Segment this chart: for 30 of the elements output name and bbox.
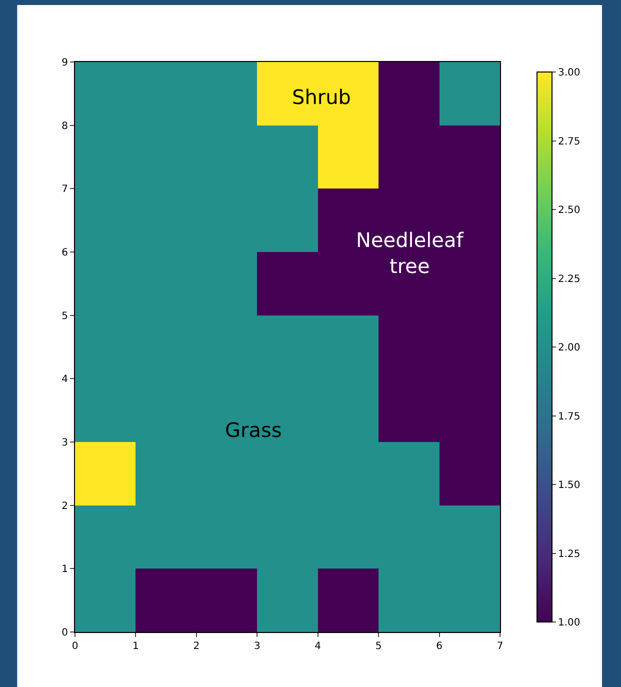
y-tick-label: 2 [62, 500, 68, 512]
color-bar-label: 1.50 [558, 480, 580, 491]
y-tick-label: 4 [62, 374, 68, 386]
color-bar-label: 2.50 [558, 205, 580, 216]
y-tick-label: 3 [62, 438, 68, 448]
y-tick-label: 8 [62, 120, 68, 132]
x-tick-label: 4 [314, 641, 322, 652]
x-tick-label: 2 [193, 641, 200, 652]
y-tick-label: 5 [62, 310, 68, 322]
x-tick-label: 7 [496, 641, 504, 652]
y-tick-label: 1 [62, 564, 68, 576]
color-bar-label: 3.00 [558, 68, 580, 78]
annotation: Needleleaf tree [356, 228, 464, 278]
color-bar-label: 2.00 [558, 342, 580, 354]
color-bar-label: 1.00 [558, 618, 580, 628]
y-tick-label: 0 [62, 628, 68, 638]
annotation: Shrub [292, 85, 351, 109]
x-tick-label: 5 [375, 641, 382, 652]
y-tick-label: 6 [62, 248, 68, 258]
y-tick-label: 7 [62, 184, 68, 196]
x-tick-label: 0 [72, 641, 78, 652]
y-tick-label: 9 [62, 58, 68, 68]
x-tick-label: 6 [436, 641, 442, 652]
color-bar-label: 1.75 [558, 411, 580, 422]
annotation: Grass [225, 418, 282, 442]
color-bar-label: 2.75 [558, 136, 580, 148]
x-tick-label: 3 [254, 641, 260, 652]
color-bar-label: 1.25 [558, 548, 580, 560]
x-tick-label: 1 [132, 641, 139, 652]
color-bar-label: 2.25 [558, 274, 580, 285]
